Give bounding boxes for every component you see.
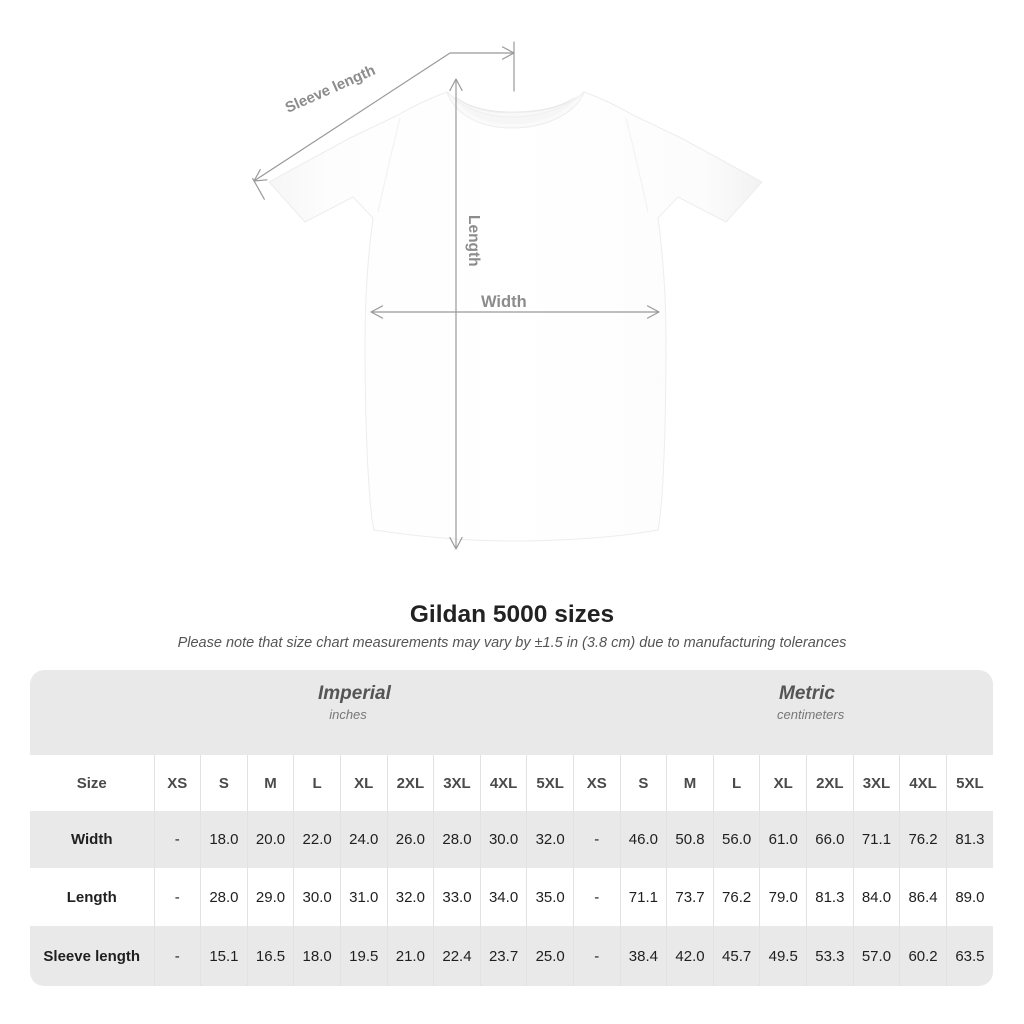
svg-text:Length: Length (465, 215, 482, 267)
svg-text:Sleeve length: Sleeve length (283, 62, 378, 117)
svg-text:Width: Width (481, 293, 527, 311)
